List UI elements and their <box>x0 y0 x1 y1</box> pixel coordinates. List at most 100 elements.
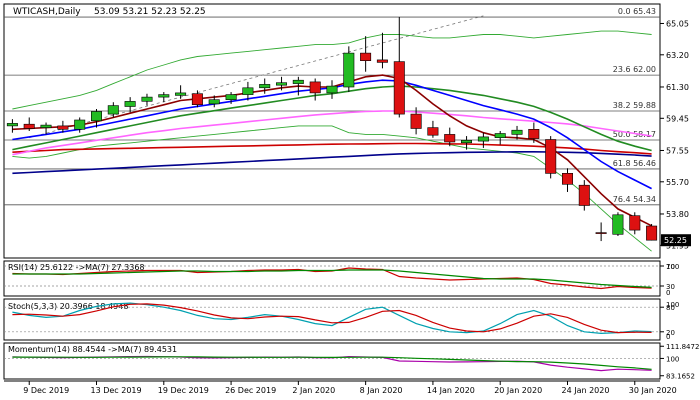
candle-bullish <box>292 79 304 84</box>
fib-level-label: 50.0 58.17 <box>613 130 656 139</box>
candle-bearish <box>410 113 422 129</box>
fib-level-label: 0.0 65.43 <box>618 7 656 16</box>
momentum-tick-label: 111.8472 <box>666 343 699 351</box>
stochastic-header: Stoch(5,3,3) 20.3966 18.4948 <box>8 302 128 311</box>
price-tick-label: 65.05 <box>666 19 689 28</box>
candle-bearish <box>545 139 557 174</box>
candle-bullish <box>460 140 472 144</box>
momentum-line <box>12 356 652 370</box>
rsi-max-label: 100 <box>666 263 679 271</box>
rsi-tick-label: 70 <box>666 263 675 271</box>
candle-bullish <box>511 129 523 135</box>
candle-bearish <box>376 59 388 63</box>
candle-bearish <box>23 123 35 129</box>
date-tick-label: 24 Jan 2020 <box>561 386 609 395</box>
candle-bearish <box>444 134 456 143</box>
price-tick-label: 53.80 <box>666 210 689 219</box>
bollinger-upper <box>12 30 652 110</box>
date-tick-label: 19 Dec 2019 <box>158 386 209 395</box>
moving-average-line <box>12 142 652 155</box>
candle-bullish <box>477 136 489 142</box>
candle-bullish <box>6 123 18 127</box>
stochastic-line <box>12 303 652 334</box>
candle-bullish <box>494 133 506 138</box>
date-tick-label: 20 Jan 2020 <box>494 386 542 395</box>
last-price-marker <box>661 234 691 247</box>
fib-level-label: 61.8 56.46 <box>613 159 656 168</box>
stochastic-max-label: 100 <box>666 301 679 309</box>
candle-bullish <box>175 92 187 96</box>
candle-bullish <box>612 214 624 235</box>
candle-bullish <box>74 119 86 130</box>
date-tick-label: 9 Dec 2019 <box>23 386 69 395</box>
candle-bullish <box>275 82 287 86</box>
price-tick-label: 63.20 <box>666 51 689 60</box>
price-pane-frame <box>3 3 661 259</box>
rsi-pane-frame <box>3 260 661 297</box>
price-plot: 0.0 65.43 23.6 62.00 38.2 59.88 50.0 58.17 6… <box>4 7 660 252</box>
candle-bullish <box>124 101 136 107</box>
date-tick-label: 14 Jan 2020 <box>427 386 475 395</box>
stochastic-min-label: 0 <box>666 333 670 341</box>
date-tick-label: 8 Jan 2020 <box>360 386 403 395</box>
rsi-pane: RSI(14) 25.6122 ->MA(7) 27.3368 <box>3 260 661 297</box>
moving-average-line <box>12 151 652 175</box>
candle-bullish <box>326 85 338 94</box>
candle-bearish <box>393 61 405 115</box>
fib-level-label: 76.4 54.34 <box>613 195 656 204</box>
date-tick-label: 13 Dec 2019 <box>91 386 142 395</box>
rsi-tick-label: 30 <box>666 283 675 291</box>
candle-bullish <box>343 52 355 88</box>
momentum-pane: Momentum(14) 88.4544 ->MA(7) 89.4531 <box>3 342 661 380</box>
momentum-pane-frame <box>3 342 661 380</box>
candle-bullish <box>107 105 119 115</box>
candle-bullish <box>242 87 254 95</box>
stochastic-tick-label: 80 <box>666 304 675 312</box>
stochastic-pane: Stoch(5,3,3) 20.3966 18.4948 <box>3 298 661 341</box>
date-tick-label: 2 Jan 2020 <box>292 386 335 395</box>
candle-bearish <box>309 81 321 94</box>
trendline <box>29 15 484 139</box>
symbol-title: WTICASH,Daily <box>13 7 81 17</box>
candle-bearish <box>191 93 203 105</box>
price-pane: WTICASH,Daily 53.09 53.21 52.23 52.25 <box>3 3 661 259</box>
candle-bullish <box>141 96 153 102</box>
candle-bearish <box>578 184 590 206</box>
momentum-tick-label: 83.1652 <box>666 373 695 381</box>
candle-bullish <box>158 94 170 98</box>
candle-bullish <box>208 99 220 105</box>
axes: 65.0563.2061.3059.4557.5555.7053.8051.95… <box>4 19 699 395</box>
candle-bullish <box>225 94 237 100</box>
moving-average-line <box>12 110 652 156</box>
candle-bearish <box>561 173 573 185</box>
stochastic-pane-frame <box>3 298 661 341</box>
candle-bullish <box>40 124 52 128</box>
stochastic-tick-label: 20 <box>666 329 675 337</box>
candle-bullish <box>259 84 271 89</box>
candle-bearish <box>629 215 641 231</box>
rsi-header: RSI(14) 25.6122 ->MA(7) 27.3368 <box>8 263 145 272</box>
last-price-label: 52.25 <box>664 236 687 245</box>
momentum-header: Momentum(14) 88.4544 ->MA(7) 89.4531 <box>8 345 177 354</box>
candle-bearish <box>528 129 540 139</box>
bollinger-lower <box>12 125 652 252</box>
candle-bearish <box>57 125 69 130</box>
date-tick-label: 30 Jan 2020 <box>629 386 677 395</box>
price-tick-label: 61.30 <box>666 83 689 92</box>
candle-bearish <box>646 225 658 241</box>
fib-level-label: 38.2 59.88 <box>613 101 656 110</box>
candle-bearish <box>427 127 439 136</box>
candle-bullish <box>91 111 103 122</box>
price-tick-label: 59.45 <box>666 114 689 123</box>
ohlc-header: 53.09 53.21 52.23 52.25 <box>94 7 206 17</box>
candle-bearish <box>595 232 607 234</box>
price-tick-label: 55.70 <box>666 178 689 187</box>
rsi-line <box>12 269 652 288</box>
indicator-plots <box>4 265 660 372</box>
date-tick-label: 26 Dec 2019 <box>225 386 276 395</box>
momentum-tick-label: 100 <box>666 355 679 363</box>
fib-level-label: 23.6 62.00 <box>613 65 656 74</box>
price-tick-label: 57.55 <box>666 146 689 155</box>
candle-bearish <box>360 52 372 61</box>
